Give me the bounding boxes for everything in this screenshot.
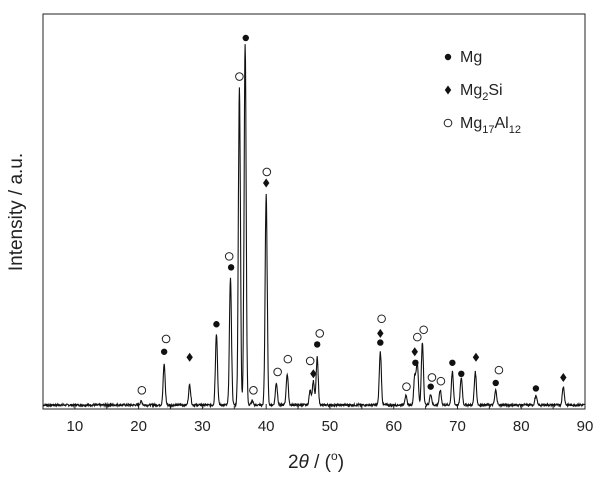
open-circle-marker (419, 325, 428, 335)
x-axis-title-suffix: / ( (309, 452, 332, 473)
open-circle-marker (305, 356, 315, 366)
legend-diamond-icon (444, 85, 452, 95)
x-axis-title-degree: o (331, 449, 338, 463)
filled-circle-marker (532, 385, 540, 392)
legend-label: Mg (460, 49, 482, 66)
filled-circle-marker (427, 383, 434, 390)
open-circle-marker (377, 314, 386, 324)
xrd-trace (42, 44, 585, 409)
x-axis-title-theta: θ (299, 452, 310, 473)
legend: Mg Mg2Si Mg17Al12 (443, 49, 521, 136)
x-axis-title-close: ) (338, 452, 344, 473)
x-tick-label: 30 (194, 418, 211, 435)
filled-circle-marker (160, 348, 168, 355)
filled-circle-marker (449, 359, 456, 366)
open-circle-marker (494, 365, 504, 375)
x-tick-label: 80 (513, 418, 530, 435)
x-tick-label: 20 (130, 418, 147, 435)
open-circle-marker (412, 332, 422, 342)
open-circle-marker (262, 167, 272, 177)
y-axis-title: Intensity / a.u. (6, 153, 27, 271)
x-tick-label: 60 (385, 418, 402, 435)
filled-circle-marker (313, 341, 321, 348)
filled-circle-marker (242, 34, 249, 42)
diamond-marker (186, 352, 193, 362)
filled-circle-marker (412, 359, 419, 366)
diamond-marker (262, 178, 270, 188)
x-tick-label: 10 (67, 418, 84, 435)
legend-label: Mg2Si (460, 82, 503, 103)
filled-circle-marker (227, 264, 235, 271)
plot-frame (42, 13, 586, 410)
filled-circle-marker (492, 379, 499, 387)
open-circle-marker (283, 354, 293, 364)
xrd-pattern-line (42, 44, 585, 409)
open-circle-marker (436, 376, 446, 386)
legend-label: Mg17Al12 (460, 115, 521, 136)
open-circle-marker (235, 72, 244, 81)
x-axis-title: 2θ / (o) (288, 449, 344, 473)
phase-markers (137, 34, 567, 395)
x-axis-ticks: 10 20 30 40 50 60 70 80 90 (42, 404, 594, 435)
x-tick-label: 50 (322, 418, 339, 435)
open-circle-marker (224, 252, 234, 261)
diamond-marker (472, 352, 480, 362)
diamond-marker (377, 328, 384, 338)
legend-open-circle-icon (443, 118, 453, 128)
diamond-marker (560, 372, 567, 382)
filled-circle-marker (377, 339, 384, 346)
open-circle-marker (315, 329, 325, 338)
open-circle-marker (161, 334, 171, 344)
legend-filled-circle-icon (444, 53, 452, 61)
x-axis-title-prefix: 2 (288, 452, 299, 473)
open-circle-marker (427, 373, 437, 382)
diamond-marker (411, 347, 418, 357)
open-circle-marker (137, 386, 147, 395)
x-tick-label: 70 (449, 418, 466, 435)
open-circle-marker (273, 367, 282, 377)
x-tick-label: 40 (258, 418, 275, 435)
open-circle-marker (249, 386, 258, 395)
filled-circle-marker (458, 370, 465, 378)
filled-circle-marker (213, 321, 220, 328)
x-tick-label: 90 (577, 418, 594, 435)
diamond-marker (310, 369, 317, 379)
open-circle-marker (402, 382, 411, 391)
